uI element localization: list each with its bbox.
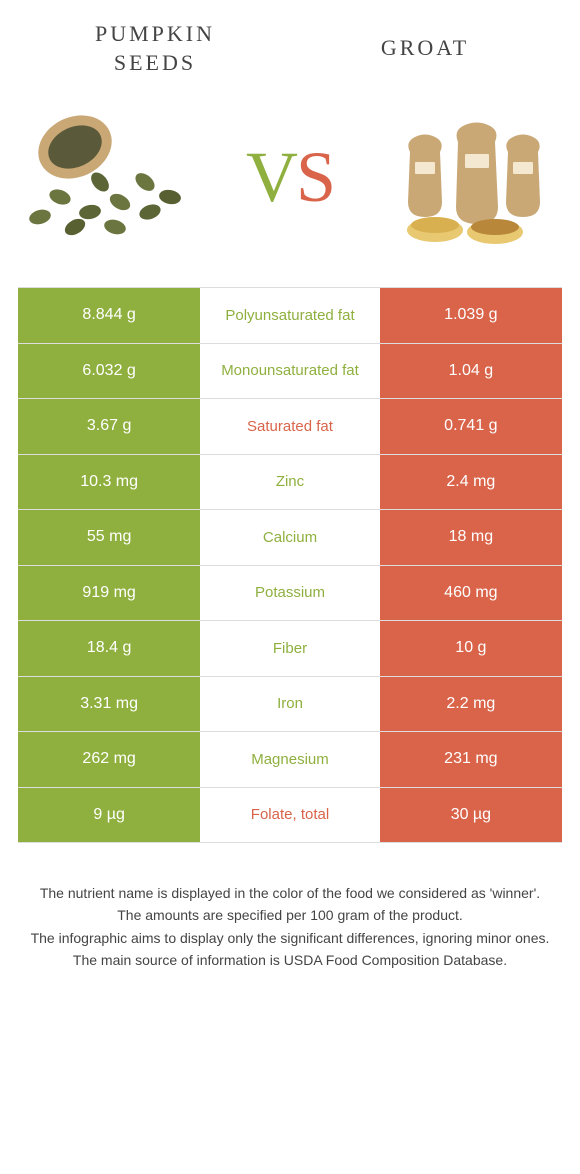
table-row: 6.032 gMonounsaturated fat1.04 g	[18, 344, 562, 400]
vs-s: S	[296, 137, 334, 217]
footnotes: The nutrient name is displayed in the co…	[0, 843, 580, 992]
value-left: 3.67 g	[18, 399, 200, 454]
header-left-line2: SEEDS	[114, 50, 196, 75]
value-left: 262 mg	[18, 732, 200, 787]
value-left: 55 mg	[18, 510, 200, 565]
value-left: 919 mg	[18, 566, 200, 621]
header-right-text: GROAT	[381, 34, 469, 63]
table-row: 3.67 gSaturated fat0.741 g	[18, 399, 562, 455]
table-row: 262 mgMagnesium231 mg	[18, 732, 562, 788]
pumpkin-seeds-image	[20, 102, 200, 252]
value-left: 3.31 mg	[18, 677, 200, 732]
table-row: 10.3 mgZinc2.4 mg	[18, 455, 562, 511]
nutrient-label: Polyunsaturated fat	[200, 288, 380, 343]
value-left: 10.3 mg	[18, 455, 200, 510]
infographic-container: PUMPKIN SEEDS GROAT VS	[0, 0, 580, 1174]
nutrient-label: Magnesium	[200, 732, 380, 787]
value-right: 10 g	[380, 621, 562, 676]
groat-sacks-image	[380, 102, 560, 252]
value-left: 8.844 g	[18, 288, 200, 343]
value-right: 2.4 mg	[380, 455, 562, 510]
nutrient-label: Calcium	[200, 510, 380, 565]
table-row: 919 mgPotassium460 mg	[18, 566, 562, 622]
table-row: 55 mgCalcium18 mg	[18, 510, 562, 566]
table-row: 3.31 mgIron2.2 mg	[18, 677, 562, 733]
table-row: 9 µgFolate, total30 µg	[18, 788, 562, 844]
footnote-1: The nutrient name is displayed in the co…	[30, 883, 550, 903]
value-right: 2.2 mg	[380, 677, 562, 732]
nutrient-label: Monounsaturated fat	[200, 344, 380, 399]
value-right: 30 µg	[380, 788, 562, 843]
vs-v: V	[246, 137, 296, 217]
nutrient-label: Zinc	[200, 455, 380, 510]
nutrient-label: Potassium	[200, 566, 380, 621]
footnote-4: The main source of information is USDA F…	[30, 950, 550, 970]
vs-row: VS	[0, 87, 580, 287]
nutrient-label: Iron	[200, 677, 380, 732]
header-row: PUMPKIN SEEDS GROAT	[0, 0, 580, 87]
value-right: 1.04 g	[380, 344, 562, 399]
value-right: 18 mg	[380, 510, 562, 565]
table-row: 8.844 gPolyunsaturated fat1.039 g	[18, 288, 562, 344]
footnote-2: The amounts are specified per 100 gram o…	[30, 905, 550, 925]
nutrient-label: Saturated fat	[200, 399, 380, 454]
header-left: PUMPKIN SEEDS	[20, 20, 290, 77]
comparison-table: 8.844 gPolyunsaturated fat1.039 g6.032 g…	[18, 287, 562, 843]
nutrient-label: Folate, total	[200, 788, 380, 843]
value-right: 0.741 g	[380, 399, 562, 454]
value-left: 6.032 g	[18, 344, 200, 399]
table-row: 18.4 gFiber10 g	[18, 621, 562, 677]
footnote-3: The infographic aims to display only the…	[30, 928, 550, 948]
vs-label: VS	[246, 136, 334, 219]
value-left: 18.4 g	[18, 621, 200, 676]
value-right: 460 mg	[380, 566, 562, 621]
value-right: 1.039 g	[380, 288, 562, 343]
header-left-line1: PUMPKIN	[95, 21, 215, 46]
value-right: 231 mg	[380, 732, 562, 787]
nutrient-label: Fiber	[200, 621, 380, 676]
header-right: GROAT	[290, 20, 560, 77]
value-left: 9 µg	[18, 788, 200, 843]
